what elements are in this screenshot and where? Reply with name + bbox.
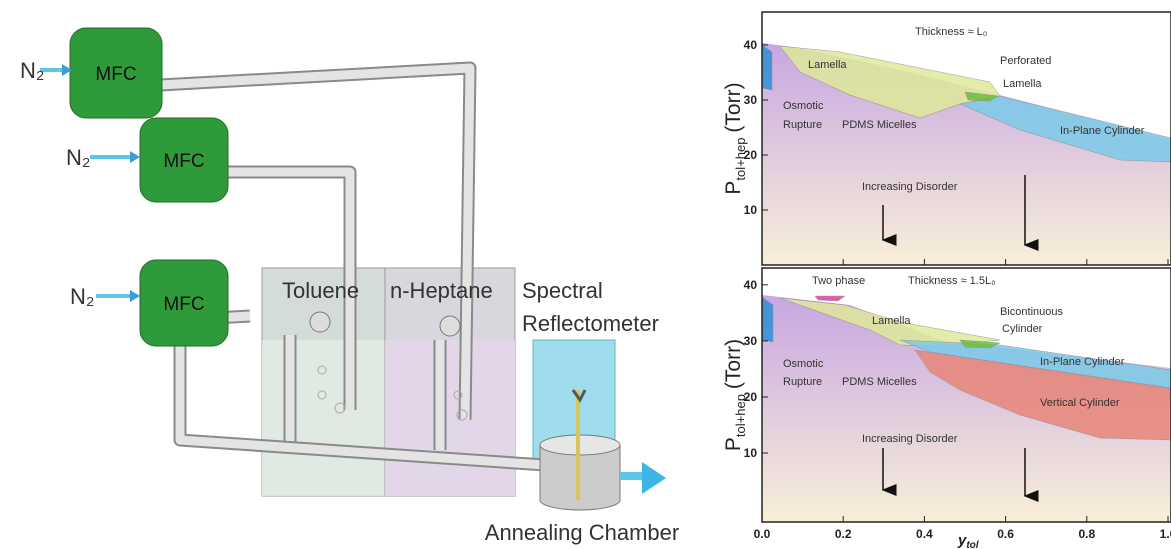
phase-region bbox=[815, 296, 845, 301]
y-axis-label: Ptol+hep (Torr) bbox=[722, 339, 748, 451]
y-label-symbol: P bbox=[722, 437, 745, 451]
x-axis-label: ytol bbox=[957, 532, 979, 549]
y-tick-label: 40 bbox=[744, 278, 758, 292]
region-label: Rupture bbox=[783, 119, 822, 131]
chamber-label: Annealing Chamber bbox=[485, 520, 679, 545]
y-label-unit: (Torr) bbox=[722, 82, 745, 132]
y-tick-label: 10 bbox=[744, 203, 758, 217]
region-label: Increasing Disorder bbox=[862, 181, 958, 193]
mfc-label: MFC bbox=[163, 294, 204, 315]
y-label-symbol: P bbox=[722, 181, 745, 195]
x-tick-label: 0.8 bbox=[1078, 527, 1095, 541]
phase-region bbox=[762, 45, 772, 90]
toluene-liquid bbox=[262, 340, 390, 496]
region-label: Thickness ≈ L₀ bbox=[915, 26, 987, 38]
region-label: PDMS Micelles bbox=[842, 119, 917, 131]
y-axis-label: Ptol+hep (Torr) bbox=[722, 82, 748, 194]
vessel-label: Toluene bbox=[282, 278, 359, 303]
x-tick-label: 0.0 bbox=[754, 527, 771, 541]
x-label-subscript: tol bbox=[966, 540, 978, 549]
gas-label: N₂ bbox=[70, 284, 94, 309]
region-label: Osmotic bbox=[783, 100, 824, 112]
region-label: Osmotic bbox=[783, 358, 824, 370]
region-label: Rupture bbox=[783, 376, 822, 388]
mfc-label: MFC bbox=[95, 64, 136, 85]
reflectometer-label: Reflectometer bbox=[522, 311, 659, 336]
region-label: In-Plane Cylinder bbox=[1040, 356, 1125, 368]
y-label-unit: (Torr) bbox=[722, 339, 745, 389]
gas-label: N₂ bbox=[20, 58, 44, 83]
y-tick-label: 10 bbox=[744, 446, 758, 460]
outlet-arrow bbox=[642, 462, 666, 494]
x-tick-label: 0.6 bbox=[997, 527, 1014, 541]
region-label: Two phase bbox=[812, 275, 865, 287]
region-label: Thickness ≈ 1.5L₀ bbox=[908, 275, 996, 287]
inlet bbox=[440, 316, 460, 336]
y-tick-label: 30 bbox=[744, 334, 758, 348]
region-label: Bicontinuous bbox=[1000, 306, 1063, 318]
x-tick-label: 0.2 bbox=[835, 527, 852, 541]
figure: MFC MFC MFC N₂ N₂ N₂ Toluene n-Heptane S… bbox=[0, 0, 1171, 549]
region-label: Increasing Disorder bbox=[862, 433, 958, 445]
region-label: Lamella bbox=[872, 315, 911, 327]
region-label: Lamella bbox=[1003, 78, 1042, 90]
region-label: In-Plane Cylinder bbox=[1060, 125, 1145, 137]
region-label: PDMS Micelles bbox=[842, 376, 917, 388]
vessel-label: n-Heptane bbox=[390, 278, 493, 303]
region-label: Vertical Cylinder bbox=[1040, 397, 1120, 409]
region-label: Cylinder bbox=[1002, 323, 1043, 335]
heptane-liquid bbox=[385, 340, 515, 496]
y-tick-label: 40 bbox=[744, 38, 758, 52]
y-label-subscript: tol+hep bbox=[733, 138, 748, 181]
y-label-subscript: tol+hep bbox=[733, 394, 748, 437]
gas-label: N₂ bbox=[66, 145, 90, 170]
x-tick-label: 0.4 bbox=[916, 527, 933, 541]
mfc-label: MFC bbox=[163, 151, 204, 172]
y-tick-label: 30 bbox=[744, 93, 758, 107]
phase-region bbox=[762, 297, 773, 342]
apparatus: MFC MFC MFC N₂ N₂ N₂ Toluene n-Heptane S… bbox=[20, 28, 679, 545]
reflectometer-label: Spectral bbox=[522, 278, 603, 303]
region-label: Perforated bbox=[1000, 55, 1051, 67]
x-tick-label: 1.0 bbox=[1160, 527, 1171, 541]
region-label: Lamella bbox=[808, 59, 847, 71]
inlet bbox=[310, 312, 330, 332]
